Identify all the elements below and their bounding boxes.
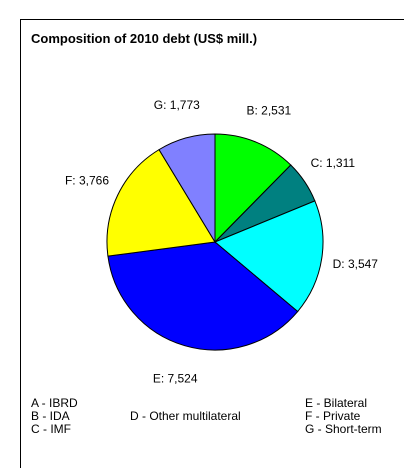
chart-frame — [20, 19, 404, 468]
pie-label-d: D: 3,547 — [333, 257, 379, 271]
legend-g: G - Short-term — [305, 422, 382, 436]
pie-label-f: F: 3,766 — [65, 174, 109, 188]
legend-f: F - Private — [305, 409, 361, 423]
pie-slice-f — [106, 148, 216, 257]
legend-d: D - Other multilateral — [130, 409, 241, 423]
chart-title: Composition of 2010 debt (US$ mill.) — [31, 31, 258, 46]
pie-label-c: C: 1,311 — [311, 156, 356, 170]
legend-a: A - IBRD — [31, 396, 78, 410]
legend-e: E - Bilateral — [305, 396, 368, 410]
pie-slice-d — [214, 200, 324, 313]
legend-c: C - IMF — [31, 422, 71, 436]
pie-slice-b — [214, 133, 292, 244]
pie-label-b: B: 2,531 — [246, 104, 291, 118]
legend-b: B - IDA — [31, 409, 70, 423]
pie-label-g: G: 1,773 — [154, 98, 200, 112]
pie-slice-g — [158, 133, 216, 244]
pie-label-e: E: 7,524 — [153, 371, 198, 385]
pie-slice-e — [107, 241, 299, 351]
